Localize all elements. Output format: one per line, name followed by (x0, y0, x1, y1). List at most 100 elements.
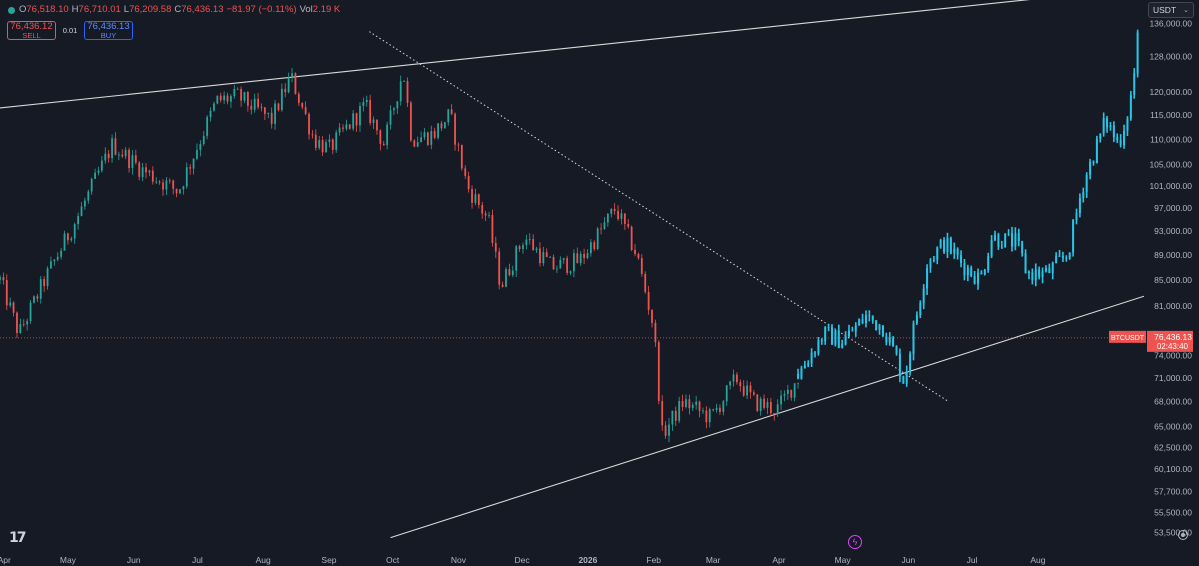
buy-button[interactable]: 76,436.13 BUY (84, 21, 133, 40)
candle-120 (406, 77, 409, 108)
y-tick-10: 85,000.00 (1154, 275, 1192, 285)
currency-select[interactable]: USDT ⌄ (1148, 2, 1194, 18)
projection-candle-7 (820, 338, 823, 345)
projection-candle-41 (936, 246, 939, 265)
candle-162 (549, 255, 552, 258)
projection-candle-16 (851, 326, 854, 332)
candle-159 (539, 242, 541, 267)
projection-candle-38 (926, 264, 929, 295)
projection-candle-54 (980, 270, 983, 275)
candle-75 (253, 93, 256, 113)
candle-91 (308, 112, 310, 140)
candle-31 (104, 147, 107, 164)
candle-116 (393, 106, 395, 116)
candle-85 (287, 72, 290, 94)
candle-68 (230, 94, 232, 108)
candle-81 (274, 100, 276, 130)
candle-115 (389, 105, 392, 130)
candle-166 (562, 257, 565, 264)
candle-52 (175, 188, 178, 198)
candle-206 (698, 400, 701, 418)
candle-94 (318, 136, 321, 150)
candle-58 (196, 143, 198, 161)
candle-45 (151, 166, 154, 185)
trendline-1[interactable] (0, 0, 1133, 109)
candle-20 (67, 232, 69, 245)
x-tick-3: Jul (192, 555, 203, 565)
y-tick-7: 97,000.00 (1154, 203, 1192, 213)
trendline-2[interactable] (369, 31, 950, 403)
tradingview-logo-icon[interactable]: 17 (9, 530, 27, 546)
projection-candles (797, 29, 1139, 387)
candle-200 (678, 396, 681, 424)
candle-40 (134, 149, 137, 165)
candle-100 (338, 123, 341, 136)
projection-candle-4 (810, 348, 813, 367)
candle-43 (145, 163, 147, 179)
candle-16 (53, 259, 56, 266)
price-axis[interactable]: 136,000.00 128,000.00 120,000.00 115,000.00… (1149, 19, 1192, 538)
projection-candle-31 (902, 375, 905, 384)
sell-button[interactable]: 76,436.12 SELL (7, 21, 56, 40)
projection-candle-63 (1010, 226, 1013, 252)
candle-188 (637, 252, 640, 260)
projection-candle-15 (847, 324, 850, 337)
x-tick-12: Apr (772, 555, 785, 565)
candle-96 (325, 139, 327, 153)
candle-54 (182, 185, 185, 195)
y-tick-4: 110,000.00 (1150, 134, 1192, 144)
candle-109 (369, 94, 372, 126)
candle-19 (63, 230, 66, 251)
candle-122 (413, 139, 416, 148)
projection-candle-40 (932, 255, 935, 263)
sell-label: SELL (22, 30, 41, 40)
sell-price: 76,436.12 (10, 20, 53, 32)
trade-panel: 76,436.12 SELL 0.01 76,436.13 BUY (7, 21, 133, 40)
candle-127 (430, 125, 433, 150)
projection-candle-69 (1031, 268, 1034, 285)
candle-118 (399, 75, 402, 106)
projection-candle-77 (1058, 249, 1061, 257)
candle-77 (260, 103, 263, 112)
candle-66 (223, 91, 226, 104)
candle-139 (471, 185, 473, 209)
projection-candle-58 (994, 230, 997, 242)
candle-210 (712, 408, 715, 412)
candle-128 (433, 127, 436, 140)
x-tick-5: Sep (321, 555, 336, 565)
candle-6 (19, 318, 22, 334)
candle-160 (542, 246, 545, 267)
y-tick-6: 101,000.00 (1149, 181, 1192, 191)
lightning-bolt-icon[interactable]: ϟ (848, 535, 862, 549)
candle-152 (515, 244, 518, 277)
projection-candle-51 (970, 265, 973, 278)
projection-candle-44 (946, 232, 949, 259)
projection-candle-2 (803, 360, 806, 369)
candle-4 (12, 301, 15, 317)
candle-84 (284, 83, 287, 98)
candle-163 (552, 254, 555, 270)
projection-candle-76 (1055, 252, 1058, 264)
candle-102 (345, 119, 348, 131)
candle-129 (437, 123, 439, 140)
candle-97 (328, 134, 331, 148)
candle-187 (634, 244, 636, 257)
candle-38 (128, 147, 130, 173)
volume-value: 2.19 K (312, 4, 341, 15)
time-axis[interactable]: Apr May Jun Jul Aug Sep Oct Nov Dec 2026 Feb Mar Apr… (0, 555, 1046, 565)
trendlines[interactable] (0, 0, 1145, 539)
candle-119 (403, 80, 406, 82)
projection-candle-20 (864, 310, 867, 328)
projection-candle-86 (1089, 158, 1092, 180)
candle-151 (511, 265, 514, 278)
candle-110 (372, 116, 375, 129)
gear-icon[interactable] (1178, 530, 1188, 540)
candle-47 (158, 180, 161, 185)
projection-candle-53 (977, 268, 980, 290)
price-tag-box (1147, 330, 1193, 352)
candle-99 (335, 129, 338, 153)
candle-33 (111, 134, 113, 163)
candle-104 (352, 110, 355, 131)
trendline-3[interactable] (390, 295, 1145, 539)
